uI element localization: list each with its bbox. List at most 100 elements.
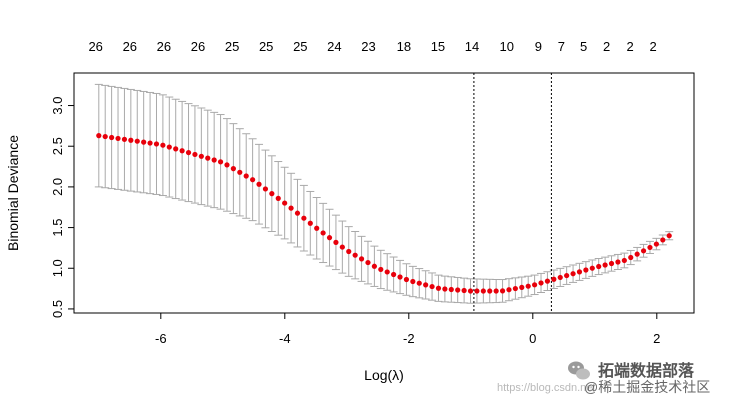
data-point [596,263,602,270]
data-point [358,256,365,262]
top-axis-label: 10 [500,39,514,54]
data-point [666,233,672,239]
data-point [288,205,294,211]
data-point [467,288,474,294]
data-point [410,278,416,285]
data-point [615,259,621,265]
data-point [576,269,583,275]
y-tick-label: 2.5 [50,137,65,155]
data-point [403,276,410,283]
data-point [134,138,140,144]
top-axis-label: 9 [535,39,542,54]
data-point [455,287,461,293]
data-point [346,248,352,255]
data-point [647,244,653,251]
x-tick-label: -2 [403,331,415,346]
top-axis-label: 2 [627,39,634,54]
data-point [121,136,128,142]
data-point [416,280,422,286]
reference-lines [473,73,552,313]
data-point [185,149,192,156]
x-tick-label: 2 [653,331,660,346]
data-point [640,248,647,254]
x-tick-label: -6 [155,331,167,346]
plot-frame [73,72,695,314]
data-point [608,260,615,267]
data-point [538,280,544,286]
data-point [141,139,147,145]
data-point [551,276,557,282]
data-point [378,266,384,273]
data-point [423,282,429,288]
data-point [628,254,634,261]
data-point [525,283,531,289]
data-point [230,166,236,172]
top-axis-label: 7 [558,39,565,54]
top-axis-label: 24 [327,39,341,54]
data-point [532,282,538,288]
data-point [519,284,525,290]
data-point [160,142,166,148]
data-point [371,263,377,269]
x-tick-label: 0 [529,331,536,346]
watermark: https://blog.csdn.net 拓端数据部落 @稀土掘金技术社区 [497,361,710,395]
data-point [243,173,249,179]
data-point [282,200,288,206]
data-point [256,181,262,187]
top-axis-label: 2 [603,39,610,54]
x-axis: -6 -4 -2 0 2 [155,313,660,346]
top-axis-label: 2 [649,39,656,54]
data-point [557,274,563,281]
data-point [326,235,333,241]
data-point [198,153,204,159]
data-point [512,285,518,292]
data-point [384,269,390,275]
data-point [487,288,493,294]
watermark-sub: @稀土掘金技术社区 [584,379,710,395]
data-point [102,133,108,140]
data-point [570,271,576,277]
top-axis-label: 26 [157,39,171,54]
data-point [217,159,224,165]
data-point [480,288,486,294]
top-axis-label: 5 [580,39,587,54]
data-point [506,287,512,293]
data-point [583,267,589,273]
data-point [397,274,403,280]
x-tick-label: -4 [279,331,291,346]
data-point [250,177,256,183]
data-point [474,288,480,294]
top-axis-label: 15 [431,39,445,54]
data-point [493,288,499,294]
data-point [442,286,448,292]
watermark-url: https://blog.csdn.net [497,382,595,394]
data-point [224,162,230,168]
data-point [391,271,397,278]
watermark-brand: 拓端数据部落 [598,361,695,380]
data-point [544,278,551,284]
top-axis-label: 14 [465,39,479,54]
data-point [435,285,442,291]
data-point [237,169,243,175]
data-point [179,148,185,154]
y-tick-label: 1.5 [50,219,65,237]
data-point [461,287,467,294]
data-point [621,257,627,264]
top-axis-label: 25 [293,39,307,54]
wechat-icon [568,361,590,380]
data-point [307,220,313,226]
data-point [115,135,121,142]
data-point [320,230,326,236]
data-point [429,283,435,290]
x-axis-title: Log(λ) [364,367,404,383]
data-point [166,144,172,150]
data-point [339,244,345,250]
data-point [205,155,211,161]
top-axis-label: 18 [397,39,411,54]
top-axis-label: 25 [225,39,239,54]
data-point [333,239,339,245]
y-tick-label: 1.0 [50,259,65,277]
y-axis: 0.5 1.0 1.5 2.0 2.5 3.0 [50,97,74,318]
